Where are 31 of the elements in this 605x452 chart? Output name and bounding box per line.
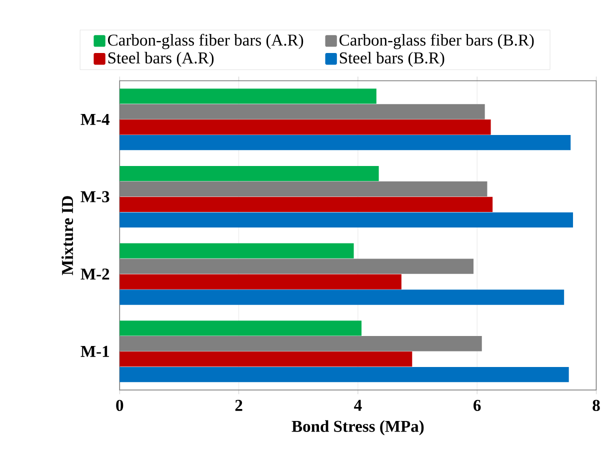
legend-label: Steel bars (B.R): [340, 52, 444, 67]
bar: [120, 104, 485, 120]
legend-label: Steel bars (A.R): [108, 52, 214, 67]
x-tick-label: 4: [354, 400, 362, 411]
bar: [120, 366, 569, 382]
y-tick-label: M-3: [80, 191, 110, 202]
legend-label: Carbon-glass fiber bars (A.R): [108, 34, 304, 49]
y-tick-label: M-2: [80, 268, 110, 280]
bar: [120, 166, 379, 181]
bar: [120, 212, 574, 228]
x-tick-label: 0: [116, 400, 124, 411]
x-tick-label: 8: [592, 400, 600, 411]
legend-label: Carbon-glass fiber bars (B.R): [340, 34, 534, 49]
y-axis-title: Mixture ID: [61, 196, 74, 275]
bar: [120, 336, 482, 352]
bar: [120, 274, 402, 290]
bar: [120, 290, 564, 305]
bar: [120, 196, 493, 212]
y-tick-label: M-4: [80, 114, 110, 125]
bar: [120, 134, 571, 150]
bar: [120, 351, 412, 367]
bar: [120, 181, 488, 196]
x-tick-label: 2: [235, 400, 242, 411]
bar: [120, 243, 354, 258]
x-tick-label: 6: [474, 400, 481, 411]
bar: [120, 320, 362, 336]
bar: [120, 119, 491, 135]
bar: [120, 88, 376, 104]
y-tick-label: M-1: [80, 346, 109, 357]
bar: [120, 258, 474, 274]
x-axis-title: Bond Stress (MPa): [292, 420, 424, 436]
